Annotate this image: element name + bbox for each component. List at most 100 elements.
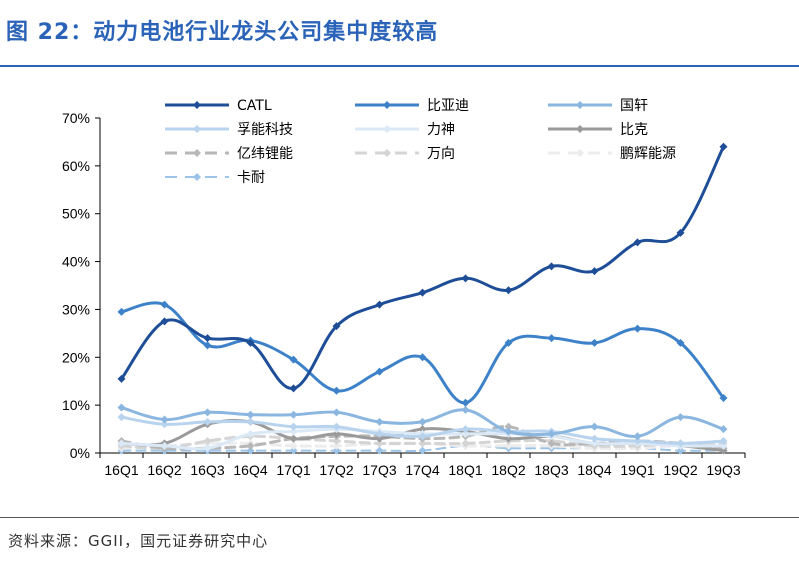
legend-label: 比亚迪 bbox=[427, 98, 469, 114]
data-point-marker bbox=[375, 300, 384, 309]
legend-item: 亿纬锂能 bbox=[165, 146, 293, 162]
series-4 bbox=[117, 413, 728, 448]
legend-swatch-marker bbox=[193, 125, 201, 133]
data-point-marker bbox=[547, 429, 556, 438]
data-point-marker bbox=[289, 434, 298, 443]
data-point-marker bbox=[375, 367, 384, 376]
data-point-marker bbox=[504, 338, 513, 347]
data-point-marker bbox=[504, 286, 513, 295]
data-point-marker bbox=[633, 324, 642, 333]
data-point-marker bbox=[117, 374, 126, 383]
data-point-marker bbox=[203, 334, 212, 343]
series-line bbox=[120, 145, 725, 390]
data-point-marker bbox=[332, 322, 341, 331]
legend-item: 比亚迪 bbox=[355, 98, 469, 114]
data-point-marker bbox=[418, 353, 427, 362]
data-point-marker bbox=[418, 417, 427, 426]
data-point-marker bbox=[246, 429, 255, 438]
data-point-marker bbox=[418, 446, 427, 455]
data-point-marker bbox=[203, 408, 212, 417]
data-point-marker bbox=[719, 446, 728, 455]
data-point-marker bbox=[547, 262, 556, 271]
figure-title: 图 22：动力电池行业龙头公司集中度较高 bbox=[6, 20, 439, 45]
legend-label: 亿纬锂能 bbox=[237, 146, 293, 162]
data-point-marker bbox=[332, 441, 341, 450]
data-point-marker bbox=[590, 422, 599, 431]
legend-item: 孚能科技 bbox=[165, 122, 293, 138]
chart-series-lines bbox=[117, 142, 728, 455]
data-point-marker bbox=[246, 446, 255, 455]
legend-swatch-marker bbox=[383, 101, 391, 109]
footer-divider bbox=[0, 517, 799, 518]
data-point-marker bbox=[332, 408, 341, 417]
y-tick-label: 0% bbox=[70, 445, 90, 461]
data-point-marker bbox=[375, 417, 384, 426]
legend-label: 力神 bbox=[427, 122, 455, 138]
data-point-marker bbox=[203, 341, 212, 350]
data-point-marker bbox=[375, 434, 384, 443]
data-point-marker bbox=[719, 142, 728, 151]
data-point-marker bbox=[547, 334, 556, 343]
data-point-marker bbox=[332, 429, 341, 438]
legend-item: 鹏辉能源 bbox=[548, 146, 676, 162]
x-tick-label: 18Q2 bbox=[491, 462, 525, 478]
data-point-marker bbox=[461, 439, 470, 448]
y-tick-label: 30% bbox=[62, 301, 90, 317]
x-tick-label: 17Q4 bbox=[405, 462, 439, 478]
data-point-marker bbox=[117, 307, 126, 316]
data-point-marker bbox=[719, 425, 728, 434]
data-point-marker bbox=[590, 439, 599, 448]
legend-label: 万向 bbox=[427, 146, 455, 162]
x-tick-label: 16Q3 bbox=[190, 462, 224, 478]
chart-axes: 0% 10% 20% 30% 40% 50% 60% 70% 16Q1 16Q2 16Q3 16Q4 1… bbox=[62, 110, 746, 478]
data-point-marker bbox=[160, 317, 169, 326]
legend-swatch-marker bbox=[193, 173, 201, 181]
data-point-marker bbox=[676, 446, 685, 455]
data-point-marker bbox=[332, 386, 341, 395]
data-point-marker bbox=[461, 398, 470, 407]
data-point-marker bbox=[504, 427, 513, 436]
legend-item: CATL bbox=[165, 98, 272, 114]
y-tick-label: 10% bbox=[62, 397, 90, 413]
data-point-marker bbox=[117, 413, 126, 422]
series-3 bbox=[117, 403, 728, 441]
data-point-marker bbox=[289, 422, 298, 431]
data-point-marker bbox=[461, 425, 470, 434]
x-tick-label: 16Q4 bbox=[233, 462, 267, 478]
data-point-marker bbox=[375, 446, 384, 455]
legend-swatch-marker bbox=[576, 149, 584, 157]
data-point-marker bbox=[418, 439, 427, 448]
data-point-marker bbox=[590, 267, 599, 276]
legend-swatch-marker bbox=[383, 149, 391, 157]
data-point-marker bbox=[246, 441, 255, 450]
data-point-marker bbox=[289, 355, 298, 364]
series-2 bbox=[117, 300, 728, 407]
data-point-marker bbox=[676, 413, 685, 422]
data-point-marker bbox=[418, 425, 427, 434]
x-tick-label: 18Q3 bbox=[534, 462, 568, 478]
data-point-marker bbox=[160, 420, 169, 429]
data-point-marker bbox=[160, 300, 169, 309]
legend-label: CATL bbox=[237, 98, 272, 114]
legend-label: 鹏辉能源 bbox=[620, 146, 676, 162]
data-point-marker bbox=[203, 437, 212, 446]
x-tick-label: 16Q1 bbox=[104, 462, 138, 478]
x-tick-label: 19Q3 bbox=[706, 462, 740, 478]
data-point-marker bbox=[461, 405, 470, 414]
data-point-marker bbox=[332, 422, 341, 431]
x-tick-label: 17Q2 bbox=[319, 462, 353, 478]
data-point-marker bbox=[203, 444, 212, 453]
data-point-marker bbox=[289, 427, 298, 436]
x-tick-label: 18Q1 bbox=[448, 462, 482, 478]
x-tick-label: 19Q2 bbox=[663, 462, 697, 478]
legend-item: 国轩 bbox=[548, 98, 648, 114]
data-point-marker bbox=[676, 338, 685, 347]
data-point-marker bbox=[633, 432, 642, 441]
legend-swatch-marker bbox=[576, 125, 584, 133]
x-tick-label: 17Q1 bbox=[276, 462, 310, 478]
legend-item: 万向 bbox=[355, 146, 455, 162]
data-point-marker bbox=[289, 384, 298, 393]
data-point-marker bbox=[633, 238, 642, 247]
legend-label: 国轩 bbox=[620, 98, 648, 114]
data-point-marker bbox=[289, 441, 298, 450]
